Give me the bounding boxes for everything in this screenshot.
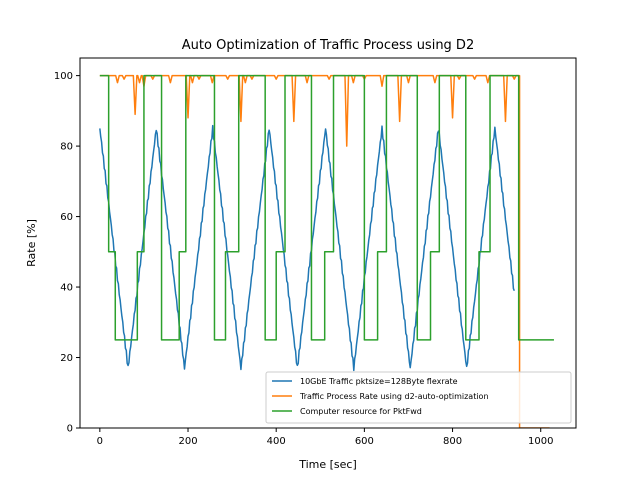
x-axis-label: Time [sec]	[298, 458, 357, 471]
plot-area	[99, 74, 554, 428]
x-tick-label: 800	[443, 436, 462, 447]
legend-box	[265, 371, 572, 424]
y-tick-label: 0	[67, 424, 73, 435]
series-line-0	[99, 124, 515, 372]
x-tick-label: 1000	[528, 436, 553, 447]
y-tick-label: 20	[60, 353, 73, 364]
series-line-2	[99, 74, 554, 341]
chart-title: Auto Optimization of Traffic Process usi…	[182, 38, 474, 53]
y-tick-label: 60	[60, 212, 73, 223]
x-tick-label: 200	[178, 436, 197, 447]
y-tick-label: 100	[54, 71, 73, 82]
y-axis-label: Rate [%]	[25, 219, 38, 267]
plot-frame	[79, 57, 577, 429]
legend-entry-2: Computer resource for PktFwd	[300, 407, 422, 416]
axis-ticks: 0 200 400 600 800 1000 0 20 40 60 80 100	[54, 71, 554, 447]
x-tick-label: 600	[355, 436, 374, 447]
legend: 10GbE Traffic pktsize=128Byte flexrate Tr…	[265, 371, 572, 424]
legend-entry-0: 10GbE Traffic pktsize=128Byte flexrate	[300, 377, 458, 386]
y-tick-label: 40	[60, 283, 73, 294]
legend-entry-1: Traffic Process Rate using d2-auto-optim…	[299, 392, 489, 401]
y-tick-label: 80	[60, 142, 73, 153]
x-tick-label: 400	[267, 436, 286, 447]
x-tick-label: 0	[97, 436, 103, 447]
